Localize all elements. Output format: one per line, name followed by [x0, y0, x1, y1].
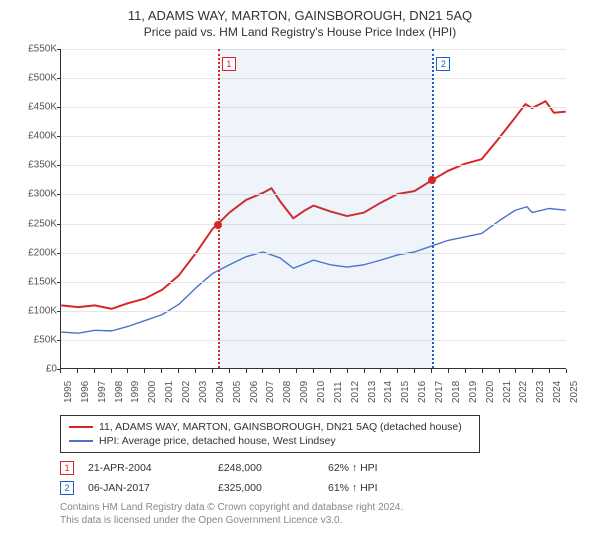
legend-label: 11, ADAMS WAY, MARTON, GAINSBOROUGH, DN2… — [99, 421, 462, 433]
x-tick-label: 1995 — [63, 381, 74, 403]
sale-price: £248,000 — [218, 462, 328, 474]
footer-line: Contains HM Land Registry data © Crown c… — [60, 501, 586, 514]
x-tick-label: 2000 — [147, 381, 158, 403]
y-tick-label: £150K — [28, 276, 61, 287]
sales-table: 1 21-APR-2004 £248,000 62% ↑ HPI 2 06-JA… — [60, 461, 586, 495]
x-tick-label: 2011 — [333, 381, 344, 403]
sale-marker-box: 1 — [60, 461, 74, 475]
footer-attribution: Contains HM Land Registry data © Crown c… — [60, 501, 586, 527]
x-axis-labels: 1995 1996 1997 1998 1999 2000 2001 2002 2003 2004… — [60, 373, 566, 413]
chart-marker-box: 2 — [436, 57, 450, 71]
legend-label: HPI: Average price, detached house, West… — [99, 435, 336, 447]
x-tick-label: 2010 — [316, 381, 327, 403]
y-tick-label: £300K — [28, 189, 61, 200]
sale-price: £325,000 — [218, 482, 328, 494]
legend-item: 11, ADAMS WAY, MARTON, GAINSBOROUGH, DN2… — [69, 420, 471, 434]
x-tick-label: 2016 — [417, 381, 428, 403]
chart-container: 11, ADAMS WAY, MARTON, GAINSBOROUGH, DN2… — [0, 0, 600, 560]
x-tick-label: 1997 — [97, 381, 108, 403]
chart-marker-box: 1 — [222, 57, 236, 71]
y-tick-label: £0 — [46, 364, 61, 375]
x-tick-label: 2022 — [518, 381, 529, 403]
sale-date: 06-JAN-2017 — [88, 482, 218, 494]
y-tick-label: £500K — [28, 73, 61, 84]
y-tick-label: £100K — [28, 305, 61, 316]
chart-area: £0 £50K £100K £150K £200K £250K £300K £350K £400… — [14, 45, 574, 415]
sale-row: 2 06-JAN-2017 £325,000 61% ↑ HPI — [60, 481, 586, 495]
sale-marker-box: 2 — [60, 481, 74, 495]
sale-point — [428, 176, 436, 184]
y-tick-label: £50K — [34, 334, 61, 345]
sale-row: 1 21-APR-2004 £248,000 62% ↑ HPI — [60, 461, 586, 475]
x-tick-label: 2020 — [485, 381, 496, 403]
sale-marker-num: 1 — [64, 463, 69, 473]
x-tick-label: 2024 — [552, 381, 563, 403]
x-tick-label: 2008 — [282, 381, 293, 403]
y-tick-label: £400K — [28, 131, 61, 142]
x-tick-label: 2013 — [367, 381, 378, 403]
x-tick-label: 2014 — [383, 381, 394, 403]
x-tick-label: 2009 — [299, 381, 310, 403]
legend-swatch — [69, 440, 93, 442]
x-tick-label: 1998 — [114, 381, 125, 403]
x-tick-label: 2018 — [451, 381, 462, 403]
x-tick-label: 2002 — [181, 381, 192, 403]
x-tick-label: 2003 — [198, 381, 209, 403]
legend-item: HPI: Average price, detached house, West… — [69, 434, 471, 448]
x-tick-label: 2023 — [535, 381, 546, 403]
chart-subtitle: Price paid vs. HM Land Registry's House … — [14, 25, 586, 39]
title-block: 11, ADAMS WAY, MARTON, GAINSBOROUGH, DN2… — [14, 8, 586, 39]
chart-title: 11, ADAMS WAY, MARTON, GAINSBOROUGH, DN2… — [14, 8, 586, 23]
x-tick-label: 2017 — [434, 381, 445, 403]
x-tick-label: 2001 — [164, 381, 175, 403]
x-tick-label: 2006 — [249, 381, 260, 403]
x-tick-label: 2004 — [215, 381, 226, 403]
y-tick-label: £550K — [28, 44, 61, 55]
sale-marker-num: 2 — [64, 483, 69, 493]
sale-point — [214, 221, 222, 229]
y-tick-label: £250K — [28, 218, 61, 229]
x-tick-label: 2007 — [265, 381, 276, 403]
x-tick-label: 2005 — [232, 381, 243, 403]
y-tick-label: £200K — [28, 247, 61, 258]
x-tick-label: 2015 — [400, 381, 411, 403]
sale-delta: 61% ↑ HPI — [328, 482, 586, 494]
y-tick-label: £350K — [28, 160, 61, 171]
x-tick-label: 2019 — [468, 381, 479, 403]
x-tick-label: 2012 — [350, 381, 361, 403]
x-tick-label: 2021 — [502, 381, 513, 403]
legend-swatch — [69, 426, 93, 428]
y-tick-label: £450K — [28, 102, 61, 113]
sale-date: 21-APR-2004 — [88, 462, 218, 474]
footer-line: This data is licensed under the Open Gov… — [60, 514, 586, 527]
x-tick-label: 1999 — [130, 381, 141, 403]
legend: 11, ADAMS WAY, MARTON, GAINSBOROUGH, DN2… — [60, 415, 480, 453]
x-tick-label: 1996 — [80, 381, 91, 403]
x-tick-label: 2025 — [569, 381, 580, 403]
sale-delta: 62% ↑ HPI — [328, 462, 586, 474]
plot-region: £0£50K£100K£150K£200K£250K£300K£350K£400… — [60, 49, 566, 369]
